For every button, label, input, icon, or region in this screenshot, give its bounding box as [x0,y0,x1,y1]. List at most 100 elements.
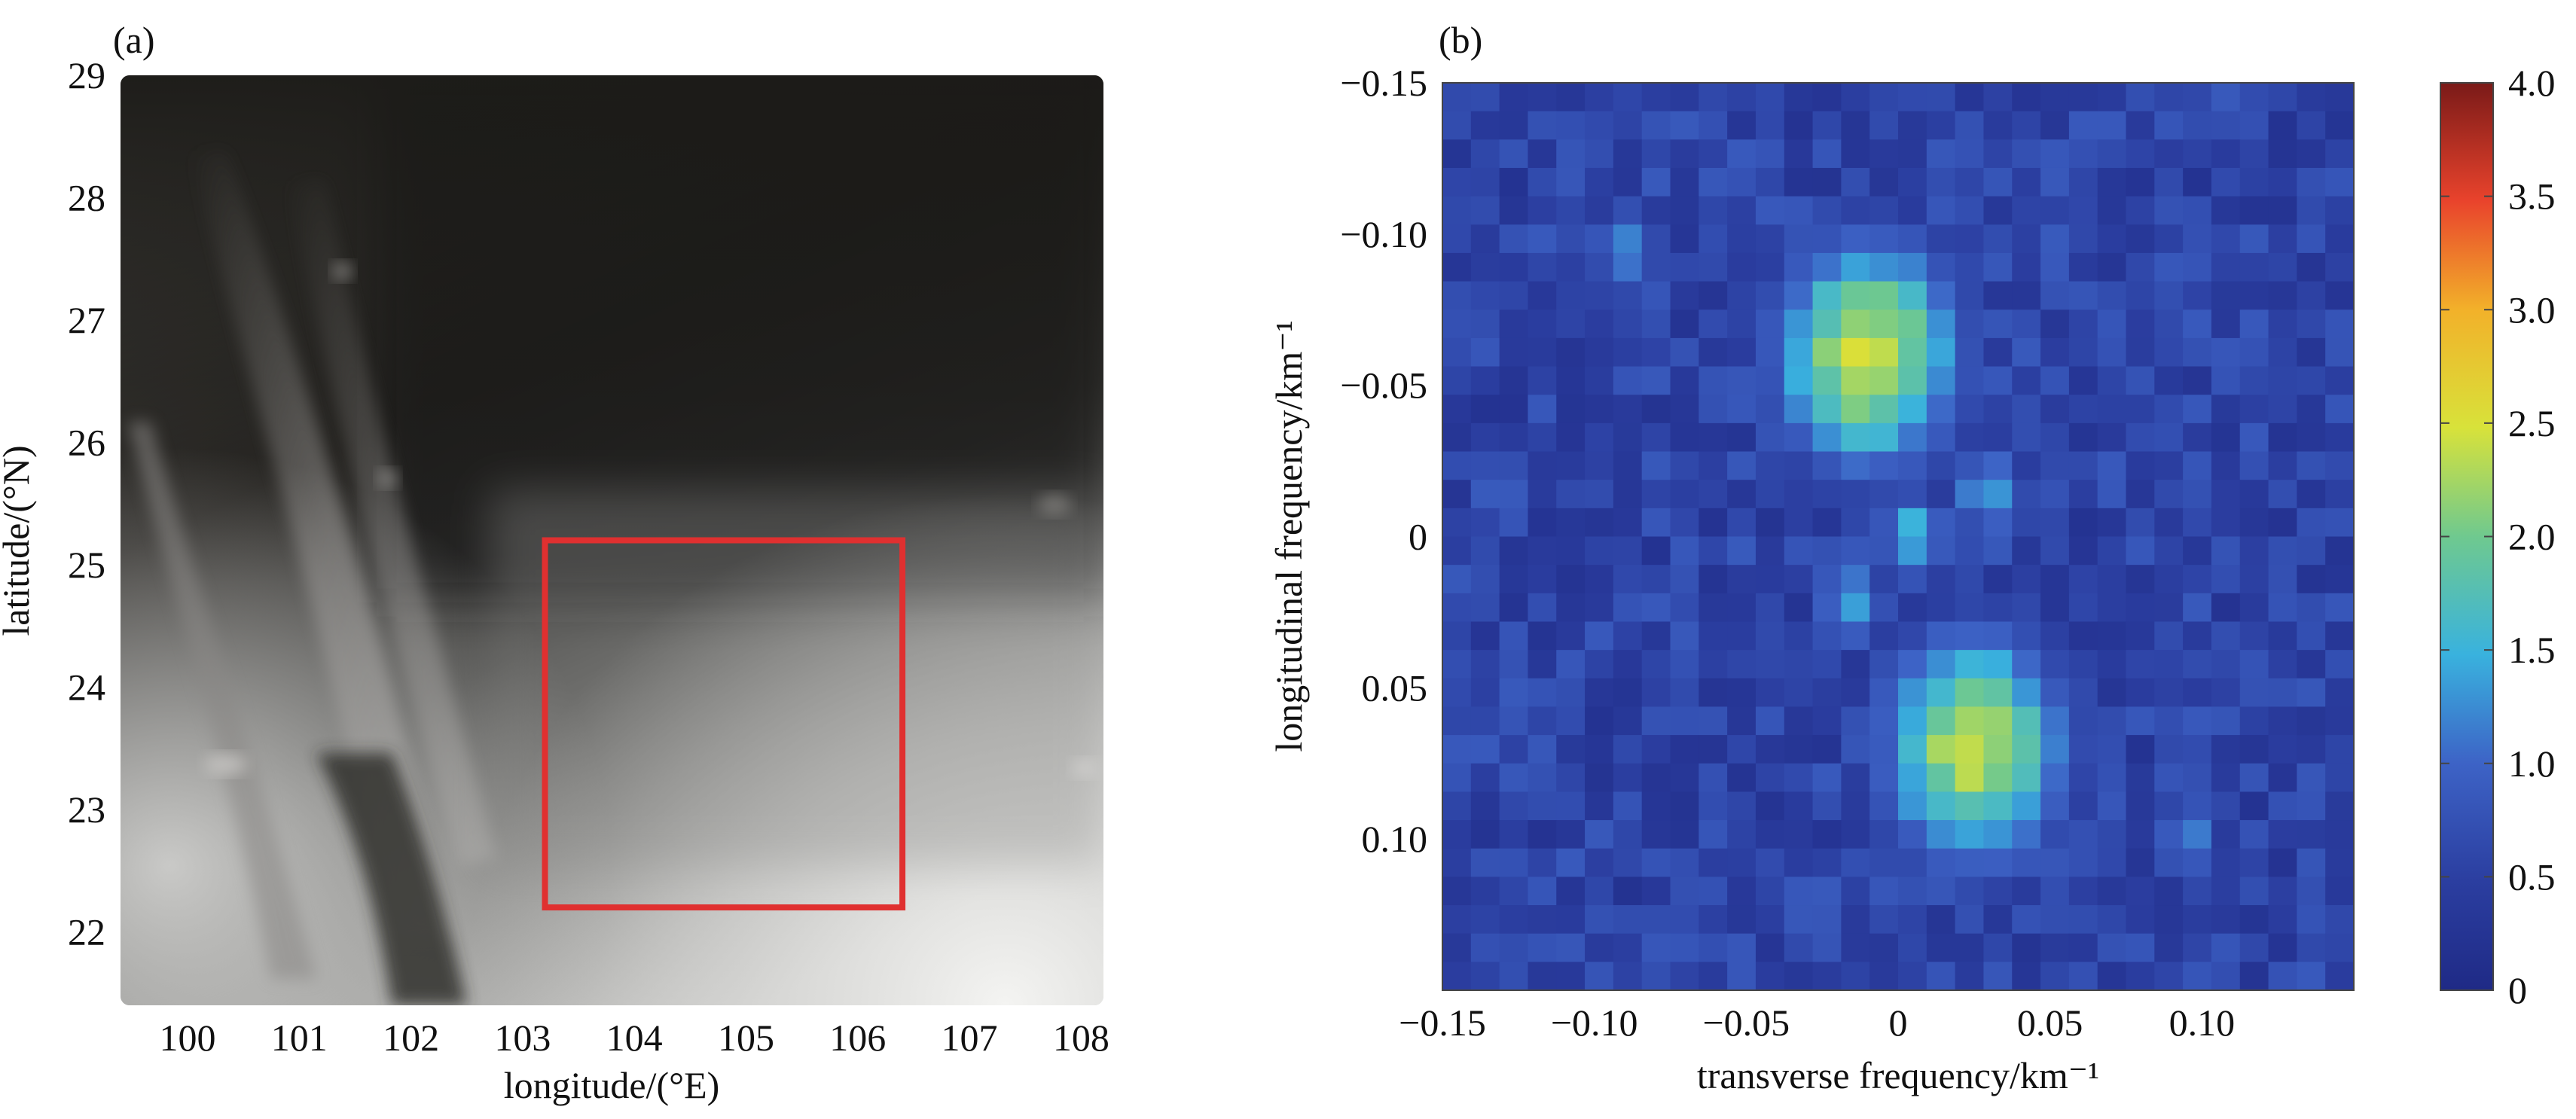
heatmap-cell [1641,933,1671,962]
heatmap-cell [1470,565,1500,594]
heatmap-cell [1727,536,1757,566]
panel-b-x-ticks: −0.15 −0.10 −0.05 0 0.05 0.10 [1399,1002,2235,1044]
heatmap-cell [1755,451,1785,480]
panel-a-x-ticks: 100 101 102 103 104 105 106 107 108 [159,1017,1109,1059]
panel-b-y-tick-3: 0 [1409,516,1427,558]
heatmap-cell [2097,763,2127,793]
heatmap-cell [1784,735,1814,764]
heatmap-cell [2268,366,2297,395]
heatmap-cell [2239,905,2269,935]
heatmap-cell [1442,536,1472,566]
heatmap-cell [1528,678,1557,708]
heatmap-cell [1613,593,1643,623]
heatmap-cell [2068,196,2098,225]
heatmap-cell [2325,111,2355,140]
heatmap-cell [1727,224,1757,254]
heatmap-cell [1528,650,1557,679]
heatmap-cell [2040,763,2070,793]
heatmap-cell [1955,905,1985,935]
heatmap-cell [1926,422,1956,453]
heatmap-cell [1926,281,1956,310]
heatmap-cell [2154,905,2184,935]
heatmap-cell [1955,139,1985,169]
heatmap-cell [1727,366,1757,395]
heatmap-cell [2068,877,2098,906]
heatmap-cell [2012,252,2041,282]
heatmap-cell [2239,735,2269,764]
heatmap-cell [1528,933,1557,962]
panel-a-y-axis-title: latitude/(°N) [0,445,37,636]
heatmap-cell [2211,422,2241,453]
heatmap-cell [2183,83,2212,112]
heatmap-cell [1812,791,1842,821]
heatmap-cell [2268,706,2297,736]
heatmap-cell [1869,167,1899,197]
heatmap-cell [1556,480,1586,509]
heatmap-cell [2126,83,2155,112]
heatmap-cell [1955,83,1985,112]
panel-a-x-tick-104: 104 [606,1017,663,1059]
heatmap-cell [1755,281,1785,310]
heatmap-cell [1442,763,1472,793]
heatmap-cell [2040,111,2070,140]
heatmap-cell [1841,167,1870,197]
heatmap-cell [1470,791,1500,821]
heatmap-cell [1499,791,1529,821]
panel-b: (b) −0.15 −0.10 −0.05 0 0.05 0.10 −0.15−0.10−… [1268,19,2556,1096]
heatmap-cell [1841,735,1870,764]
heatmap-cell [2126,877,2155,906]
heatmap-cell [2297,565,2326,594]
heatmap-cell [2211,281,2241,310]
heatmap-cell [1784,877,1814,906]
heatmap-cell [1613,167,1643,197]
heatmap-cell [2097,905,2127,935]
heatmap-cell [1528,565,1557,594]
heatmap-cell [1898,536,1927,566]
heatmap-cell [1727,820,1757,849]
heatmap-cell [1869,678,1899,708]
heatmap-cell [1983,848,2013,877]
heatmap-cell [1699,111,1728,140]
heatmap-cell [1784,678,1814,708]
heatmap-cell [1784,820,1814,849]
heatmap-cell [1470,877,1500,906]
heatmap-cell [2325,877,2355,906]
heatmap-cell [1641,678,1671,708]
heatmap-cell [2154,366,2184,395]
heatmap-cell [1841,905,1870,935]
heatmap-cell [2068,820,2098,849]
heatmap-cell [2297,536,2326,566]
heatmap-cell [2154,877,2184,906]
heatmap-cell [2012,83,2041,112]
heatmap-cell [1955,933,1985,962]
heatmap-cell [2012,451,2041,480]
panel-b-x-tick-0: −0.15 [1399,1002,1486,1044]
heatmap-cell [1470,366,1500,395]
heatmap-cell [1755,111,1785,140]
heatmap-cell [1442,395,1472,424]
heatmap-cell [2211,735,2241,764]
heatmap-cell [2325,650,2355,679]
heatmap-cell [1755,196,1785,225]
heatmap-cell [1442,451,1472,480]
heatmap-cell [1869,83,1899,112]
heatmap-cell [2068,395,2098,424]
heatmap-cell [2126,536,2155,566]
heatmap-cell [2183,395,2212,424]
heatmap-cell [2040,791,2070,821]
heatmap-cell [1528,111,1557,140]
heatmap-cell [1898,650,1927,679]
heatmap-cell [1670,763,1699,793]
heatmap-cell [1926,905,1956,935]
heatmap-cell [2012,565,2041,594]
heatmap-cell [1955,395,1985,424]
heatmap-cell [1442,337,1472,367]
heatmap-cell [2012,224,2041,254]
heatmap-cell [2154,139,2184,169]
heatmap-cell [1812,848,1842,877]
heatmap-cell [2268,480,2297,509]
heatmap-cell [1727,111,1757,140]
panel-a-y-tick-23: 23 [68,788,105,831]
heatmap-cell [1470,83,1500,112]
heatmap-cell [1926,593,1956,623]
